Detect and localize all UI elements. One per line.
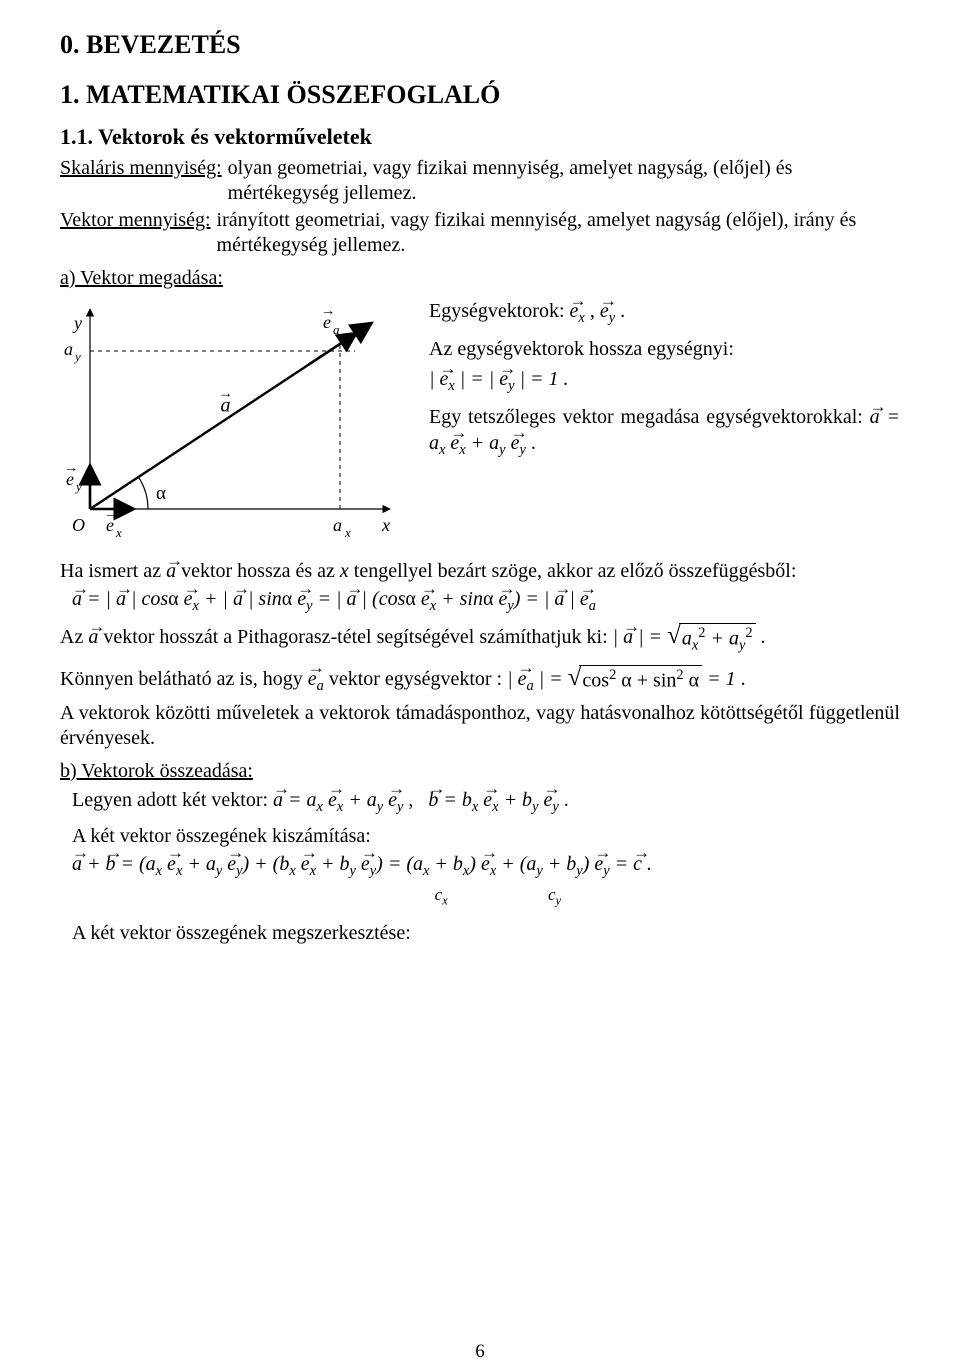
unit-vector-proof-line: Könnyen belátható az is, hogy ea vektor … [60, 665, 900, 695]
svg-text:y: y [73, 349, 81, 364]
sum-construct-label: A két vektor összegének megszerkesztése: [72, 921, 900, 946]
unit-vectors-line: Egységvektorok: ex , ey . [429, 299, 900, 327]
heading-1: 1. MATEMATIKAI ÖSSZEFOGLALÓ [60, 80, 900, 110]
diagram-side-text: Egységvektorok: ex , ey . Az egységvekto… [429, 299, 900, 470]
document-page: 0. BEVEZETÉS 1. MATEMATIKAI ÖSSZEFOGLALÓ… [0, 0, 960, 1371]
vector-ops-independent: A vektorok közötti műveletek a vektorok … [60, 701, 900, 751]
def-vector-body: irányított geometriai, vagy fizikai menn… [211, 208, 900, 258]
svg-text:x: x [344, 525, 351, 540]
vector-diagram-svg: yxOayaxex→ey→ea→a→α [60, 299, 405, 544]
arbitrary-vector-line: Egy tetszőleges vektor megadása egységve… [429, 405, 900, 459]
section-a-title: a) Vektor megadása: [60, 266, 900, 291]
svg-text:→: → [321, 303, 335, 319]
svg-text:y: y [74, 479, 82, 494]
svg-text:→: → [64, 460, 78, 476]
svg-text:x: x [115, 525, 122, 540]
svg-text:y: y [72, 313, 82, 333]
def-scalar-label: Skaláris mennyiség: [60, 156, 222, 181]
svg-text:O: O [72, 515, 85, 535]
eq-cos-sin: a = | a | cosα ex + | a | sinα ey = | a … [72, 588, 900, 615]
eq-sum: a + b = (ax ex + ay ey) + (bx ex + by ey… [72, 853, 900, 907]
diagram-and-text-row: yxOayaxex→ey→ea→a→α Egységvektorok: ex ,… [60, 299, 900, 549]
pythagoras-line: Az a vektor hosszát a Pithagorasz-tétel … [60, 623, 900, 655]
section-b-title: b) Vektorok összeadása: [60, 759, 900, 784]
svg-text:a: a [64, 339, 73, 359]
svg-text:x: x [381, 515, 390, 535]
heading-1-1: 1.1. Vektorok és vektorműveletek [60, 124, 900, 150]
svg-text:a: a [333, 322, 339, 337]
vector-diagram: yxOayaxex→ey→ea→a→α [60, 299, 405, 549]
def-vector-label: Vektor mennyiség: [60, 208, 211, 233]
def-vector: Vektor mennyiség: irányított geometriai,… [60, 208, 900, 258]
svg-text:a: a [333, 515, 342, 535]
svg-text:→: → [104, 506, 118, 522]
def-scalar: Skaláris mennyiség: olyan geometriai, va… [60, 156, 900, 206]
page-number: 6 [0, 1341, 960, 1363]
svg-text:→: → [219, 386, 233, 402]
def-scalar-body: olyan geometriai, vagy fizikai mennyiség… [222, 156, 900, 206]
svg-text:α: α [156, 483, 166, 504]
legyen-line: Legyen adott két vektor: a = ax ex + ay … [72, 788, 900, 816]
unit-length-eq: | ex | = | ey | = 1 . [429, 367, 900, 395]
heading-0: 0. BEVEZETÉS [60, 30, 900, 60]
